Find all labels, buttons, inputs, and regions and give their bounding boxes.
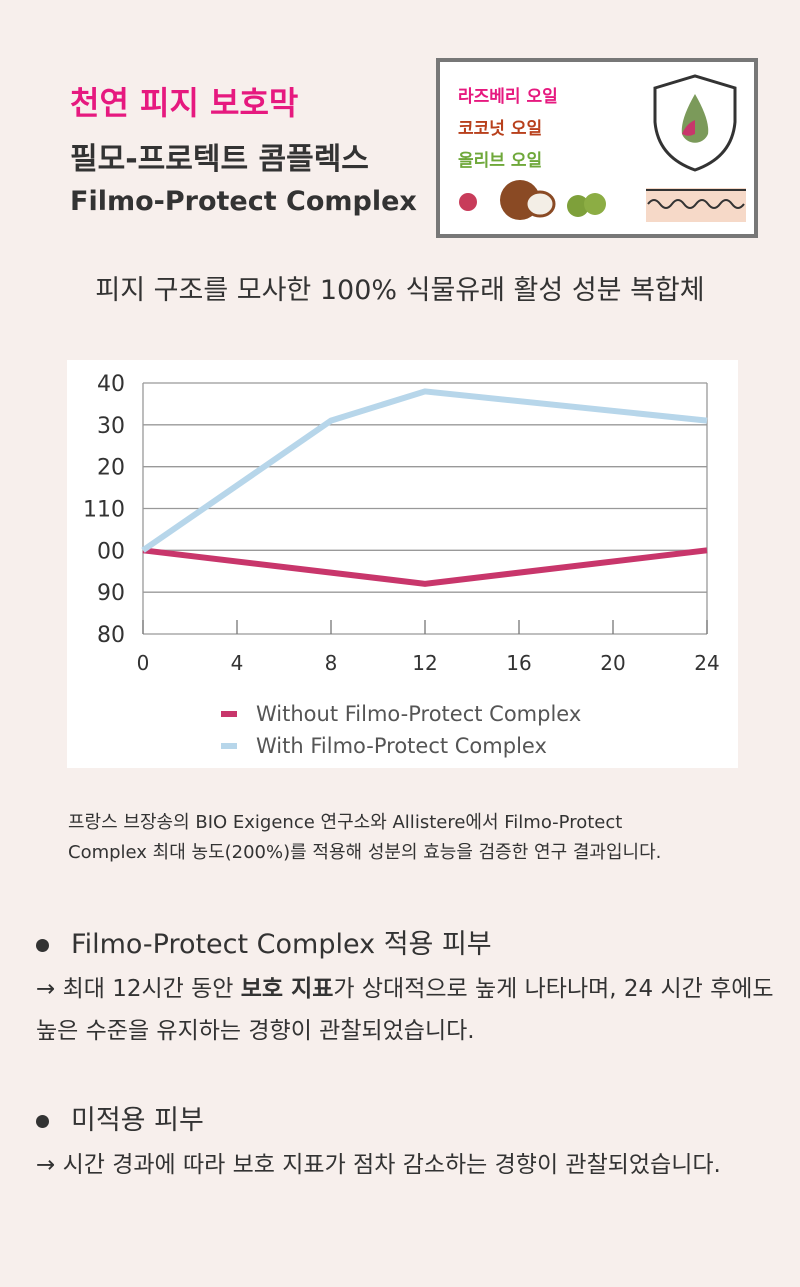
caption: 프랑스 브장송의 BIO Exigence 연구소와 Allistere에서 F… — [68, 808, 661, 868]
chart: 40 30 20 110 00 90 80 0 4 8 12 16 20 24 Without Filmo-… — [67, 360, 738, 768]
x-tick-label: 20 — [600, 651, 625, 675]
icons — [459, 74, 746, 222]
bullet-title: Filmo-Protect Complex 적용 피부 — [36, 922, 492, 961]
bullet-body: → 시간 경과에 따라 보호 지표가 점차 감소하는 경향이 관찰되었습니다. — [36, 1144, 776, 1186]
y-tick-label: 110 — [83, 498, 125, 523]
x-tick-label: 16 — [506, 651, 531, 675]
y-tick-label: 80 — [97, 623, 125, 648]
x-tick-label: 24 — [694, 651, 719, 675]
y-tick-label: 40 — [97, 372, 125, 397]
bullet-dot — [36, 1115, 49, 1128]
y-tick-label: 90 — [97, 581, 125, 606]
line — [142, 547, 708, 587]
bullet-title-text: Filmo-Protect Complex 적용 피부 — [71, 929, 492, 960]
ingredient: 올리브 오일 — [458, 151, 543, 171]
bullet-title-text: 미적용 피부 — [71, 1105, 204, 1136]
legend-label: With Filmo-Protect Complex — [256, 734, 547, 758]
bullet-body: → 최대 12시간 동안 보호 지표가 상대적으로 높게 나타나며, 24 시간… — [36, 968, 776, 1052]
caption-line: Complex 최대 농도(200%)를 적용해 성분의 효능을 검증한 연구 … — [68, 842, 662, 863]
y-tick-label: 20 — [97, 456, 125, 481]
body-text: 보호 지표 — [240, 976, 334, 1002]
body-text: → 최대 12시간 동안 — [36, 976, 241, 1002]
bullet-title: 미적용 피부 — [36, 1098, 204, 1137]
body-text: → 시간 경과에 따라 보호 지표가 점차 감소하는 경향이 관찰되었습니다. — [36, 1152, 721, 1178]
legend-label: Without Filmo-Protect Complex — [256, 702, 581, 726]
x-tick-label: 8 — [325, 651, 338, 675]
body-text: 가 상대적으로 높게 나타나며, 24 시간 후에도 높은 수준을 유지하는 경… — [36, 976, 774, 1044]
y-tick-label: 30 — [97, 414, 125, 439]
ingredient-box: 라즈베리 오일 코코넛 오일 올리브 오일 — [436, 58, 758, 238]
y-tick-label: 00 — [97, 539, 125, 564]
x-tick-label: 12 — [412, 651, 437, 675]
title: 천연 피지 보호막 — [70, 84, 299, 122]
name-en: Filmo-Protect Complex — [70, 186, 417, 217]
caption-line: 프랑스 브장송의 BIO Exigence 연구소와 Allistere에서 F… — [68, 812, 623, 833]
chart-bg — [67, 360, 738, 768]
ingredient: 라즈베리 오일 — [458, 87, 558, 107]
name-ko: 필모-프로텍트 콤플렉스 — [70, 142, 369, 177]
x-tick-label: 0 — [137, 651, 150, 675]
x-tick-label: 4 — [231, 651, 244, 675]
bullet-dot — [36, 939, 49, 952]
subtitle: 피지 구조를 모사한 100% 식물유래 활성 성분 복합체 — [95, 275, 705, 306]
ingredient: 코코넛 오일 — [458, 119, 543, 139]
line — [141, 388, 708, 553]
